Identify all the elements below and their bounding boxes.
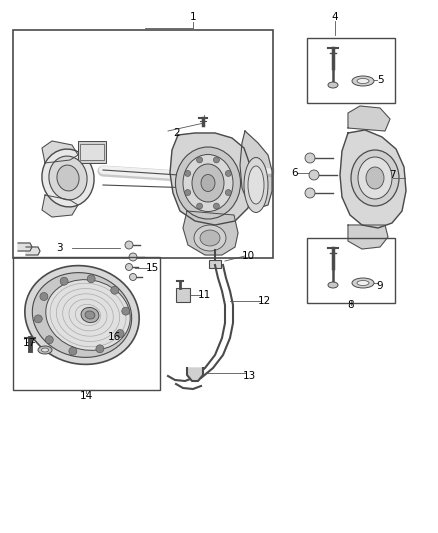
Ellipse shape [176, 147, 240, 219]
Circle shape [129, 253, 137, 261]
Circle shape [185, 171, 191, 176]
Ellipse shape [25, 265, 139, 365]
Ellipse shape [46, 280, 130, 350]
Bar [78, 141, 106, 163]
Circle shape [34, 315, 42, 323]
Circle shape [197, 203, 203, 209]
Circle shape [60, 277, 68, 285]
Polygon shape [240, 131, 272, 208]
Text: 9: 9 [377, 281, 383, 291]
Polygon shape [340, 130, 406, 228]
Circle shape [305, 153, 315, 163]
Ellipse shape [81, 308, 99, 322]
Circle shape [309, 170, 319, 180]
Polygon shape [42, 195, 78, 217]
Text: 17: 17 [22, 338, 35, 348]
Polygon shape [348, 225, 388, 249]
Circle shape [87, 275, 95, 283]
Circle shape [213, 157, 219, 163]
Circle shape [122, 307, 130, 315]
Polygon shape [26, 247, 40, 255]
Text: 15: 15 [145, 263, 159, 273]
Circle shape [185, 190, 191, 196]
Ellipse shape [49, 156, 87, 200]
Text: 14: 14 [79, 391, 92, 401]
Bar [13, 30, 273, 258]
Ellipse shape [357, 280, 369, 286]
Circle shape [130, 273, 137, 280]
Ellipse shape [351, 150, 399, 206]
Ellipse shape [358, 157, 392, 199]
Bar [176, 288, 190, 302]
Bar [80, 144, 104, 160]
Text: 12: 12 [258, 296, 271, 306]
Circle shape [225, 190, 231, 196]
Polygon shape [170, 133, 252, 225]
Ellipse shape [328, 82, 338, 88]
Ellipse shape [192, 164, 224, 202]
Circle shape [225, 171, 231, 176]
Circle shape [69, 347, 77, 355]
Circle shape [40, 293, 48, 301]
Ellipse shape [42, 149, 94, 207]
Circle shape [213, 203, 219, 209]
Text: 8: 8 [348, 300, 354, 310]
Ellipse shape [85, 311, 95, 319]
Text: 4: 4 [332, 12, 338, 22]
Text: 16: 16 [107, 332, 120, 342]
Ellipse shape [328, 282, 338, 288]
Ellipse shape [244, 157, 268, 213]
Ellipse shape [194, 225, 226, 251]
Circle shape [125, 241, 133, 249]
Bar [13, 257, 160, 390]
Ellipse shape [38, 346, 52, 354]
Text: 11: 11 [198, 290, 211, 300]
Polygon shape [18, 243, 32, 251]
Ellipse shape [366, 167, 384, 189]
Circle shape [305, 188, 315, 198]
Polygon shape [348, 106, 390, 131]
Ellipse shape [357, 78, 369, 84]
Circle shape [111, 286, 119, 294]
Text: 13: 13 [242, 371, 256, 381]
Ellipse shape [32, 272, 132, 358]
Text: 5: 5 [377, 75, 383, 85]
Circle shape [197, 157, 203, 163]
Circle shape [96, 345, 104, 353]
Bar [209, 260, 221, 268]
Circle shape [126, 263, 133, 271]
Polygon shape [42, 141, 78, 163]
Ellipse shape [352, 278, 374, 288]
Polygon shape [183, 211, 238, 255]
Text: 10: 10 [241, 251, 254, 261]
Ellipse shape [352, 76, 374, 86]
Ellipse shape [57, 165, 79, 191]
Ellipse shape [42, 348, 49, 352]
Ellipse shape [201, 174, 215, 191]
Text: 1: 1 [190, 12, 196, 22]
Text: 7: 7 [389, 170, 396, 180]
Text: 2: 2 [174, 128, 180, 138]
Text: 3: 3 [56, 243, 62, 253]
Ellipse shape [200, 230, 220, 246]
Ellipse shape [248, 166, 264, 204]
Circle shape [116, 329, 124, 337]
Polygon shape [187, 368, 203, 381]
Circle shape [45, 336, 53, 344]
Bar [307, 38, 395, 103]
Ellipse shape [183, 155, 233, 212]
Text: 6: 6 [292, 168, 298, 178]
Bar [307, 238, 395, 303]
